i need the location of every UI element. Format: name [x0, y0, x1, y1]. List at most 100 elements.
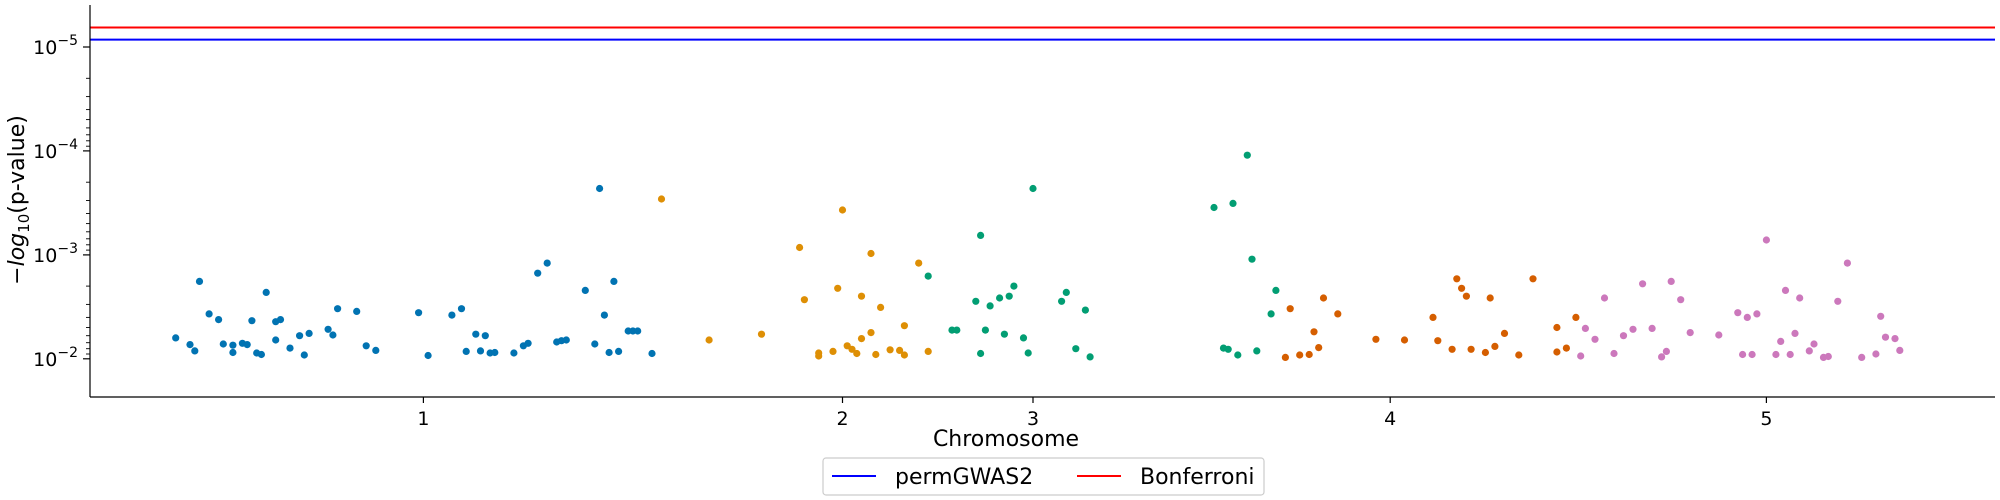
data-point-chr4-26	[1572, 313, 1580, 321]
data-point-chr1-52	[615, 347, 623, 355]
data-point-chr3-9	[1000, 330, 1009, 338]
data-point-chr4-23	[1553, 348, 1561, 356]
data-point-chr3-23	[1229, 199, 1237, 207]
data-point-chr5-22	[1777, 337, 1785, 345]
data-point-chr1-56	[648, 349, 656, 358]
data-point-chr5-28	[1810, 340, 1818, 348]
data-point-chr1-26	[362, 342, 370, 350]
data-point-chr4-3	[1305, 350, 1313, 359]
data-point-chr2-1	[705, 336, 713, 344]
data-point-chr5-21	[1772, 350, 1780, 359]
data-point-chr2-2	[757, 330, 766, 338]
data-point-chr1-55	[634, 327, 642, 335]
data-point-chr4-12	[1448, 345, 1456, 353]
x-axis-title: Chromosome	[933, 427, 1079, 452]
data-point-chr3-15	[1058, 297, 1066, 305]
data-point-chr1-50	[605, 348, 613, 357]
data-point-chr5-8	[1648, 324, 1656, 332]
data-point-chr1-46	[581, 286, 589, 294]
legend-frame	[822, 457, 1265, 496]
data-point-chr5-2	[1591, 335, 1599, 343]
data-point-chr1-23	[329, 331, 337, 339]
data-point-chr3-29	[1272, 286, 1280, 294]
data-point-chr1-38	[510, 349, 518, 357]
data-point-chr1-31	[457, 305, 466, 313]
data-point-chr1-13	[243, 341, 251, 349]
data-point-chr2-15	[867, 329, 875, 337]
legend-label-bonferroni: Bonferroni	[1140, 465, 1255, 490]
data-point-chr2-24	[924, 347, 932, 355]
data-point-chr4-13	[1453, 275, 1461, 283]
data-point-chr1-35	[481, 332, 489, 340]
data-point-chr5-33	[1858, 353, 1866, 361]
data-point-chr5-14	[1715, 331, 1723, 339]
data-point-chr1-47	[591, 340, 599, 348]
data-point-chr4-4	[1310, 328, 1318, 336]
data-point-chr5-18	[1748, 350, 1756, 359]
data-point-chr1-33	[472, 330, 480, 338]
data-points	[172, 151, 1904, 361]
data-point-chr4-18	[1486, 294, 1494, 302]
data-point-chr3-8	[996, 294, 1004, 302]
data-point-chr3-5	[977, 349, 985, 358]
data-point-chr5-26	[1796, 294, 1804, 302]
data-point-chr4-22	[1529, 275, 1537, 283]
data-point-chr1-29	[424, 351, 432, 360]
data-point-chr5-20	[1762, 236, 1770, 244]
data-point-chr4-25	[1562, 344, 1570, 352]
data-point-chr5-17	[1743, 313, 1751, 321]
y-tick-label-−2: 10−2	[33, 345, 78, 371]
data-point-chr3-24	[1234, 351, 1242, 359]
data-point-chr3-20	[1210, 203, 1218, 212]
data-point-chr3-26	[1248, 255, 1256, 263]
y-axis-title-prefix: −log	[5, 233, 30, 285]
data-point-chr1-40	[524, 339, 532, 347]
data-point-chr1-45	[562, 336, 570, 344]
data-point-chr3-14	[1029, 184, 1037, 193]
data-point-chr5-34	[1872, 350, 1880, 358]
data-point-chr2-10	[848, 345, 856, 353]
y-axis-title: −log10(p-value)	[5, 115, 33, 285]
data-point-chr2-14	[857, 292, 866, 300]
data-point-chr1-34	[476, 347, 485, 355]
data-point-chr3-18	[1081, 306, 1089, 314]
data-point-chr1-18	[286, 344, 294, 352]
data-point-chr5-32	[1843, 259, 1851, 267]
data-point-chr5-27	[1805, 347, 1813, 355]
data-point-chr5-0	[1577, 352, 1585, 360]
data-point-chr4-20	[1500, 329, 1509, 337]
data-point-chr1-22	[324, 325, 332, 333]
data-point-chr4-7	[1334, 310, 1342, 318]
y-axis-title-subscript: 10	[15, 214, 33, 233]
y-tick-label-−3: 10−3	[33, 241, 78, 267]
data-point-chr5-16	[1739, 350, 1747, 359]
data-point-chr5-13	[1686, 329, 1694, 337]
data-point-chr5-37	[1891, 335, 1899, 343]
data-point-chr2-16	[867, 249, 875, 258]
data-point-chr4-16	[1467, 345, 1475, 353]
y-axis-title-suffix: (p-value)	[5, 115, 30, 214]
data-point-chr3-10	[1005, 292, 1013, 300]
data-point-chr1-25	[353, 307, 361, 315]
data-point-chr1-42	[543, 259, 551, 267]
data-point-chr2-20	[896, 346, 904, 354]
y-tick-label-−4: 10−4	[33, 137, 78, 163]
data-point-chr1-49	[600, 311, 609, 319]
data-point-chr1-41	[534, 269, 542, 277]
data-point-chr1-10	[248, 317, 256, 325]
data-point-chr1-48	[596, 184, 604, 193]
x-tick-label-2: 2	[836, 408, 848, 430]
data-point-chr1-12	[257, 350, 265, 359]
data-point-chr1-21	[305, 329, 313, 337]
data-point-chr1-30	[448, 311, 456, 319]
data-point-chr5-5	[1619, 332, 1628, 340]
data-point-chr2-21	[900, 322, 909, 330]
data-point-chr3-22	[1224, 345, 1232, 353]
data-point-chr1-37	[491, 348, 499, 357]
data-point-chr4-2	[1296, 351, 1304, 359]
data-point-chr5-6	[1629, 325, 1637, 333]
data-point-chr5-36	[1881, 333, 1890, 341]
x-tick-label-3: 3	[1027, 408, 1039, 430]
data-point-chr3-4	[977, 231, 985, 239]
data-point-chr1-2	[191, 347, 199, 355]
